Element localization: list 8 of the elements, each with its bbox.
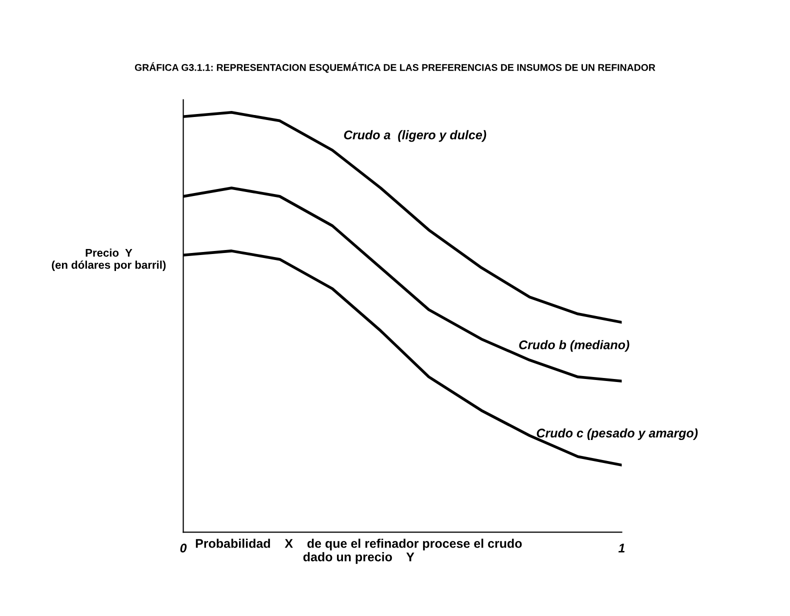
chart-title: GRÁFICA G3.1.1: REPRESENTACION ESQUEMÁTICA DE LAS PREFERENCIAS DE INSUMOS DE UN REFINADOR [134,62,656,73]
series-label: Crudo b (mediano) [519,340,630,352]
x-tick-label: 0 [180,544,187,553]
series-label: Crudo a (ligero y dulce) [344,130,486,142]
y-axis-title: Precio Y (en dólares por barril) [52,248,166,272]
x-tick-label: 1 [618,544,625,552]
x-axis-title: Probabilidad X de que el refinador procese el crudo dado un precio Y [196,538,522,564]
series-label: Crudo c (pesado y amargo) [536,428,698,440]
